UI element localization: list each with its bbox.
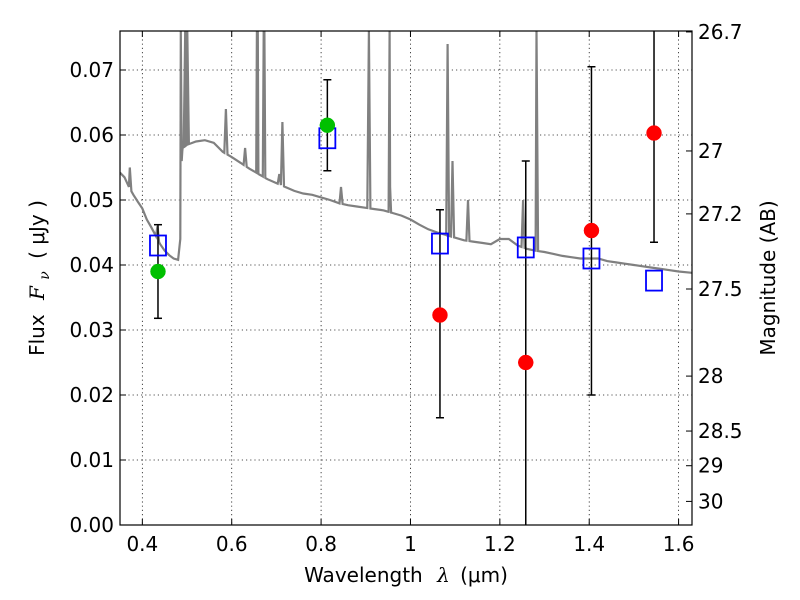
y-tick-label: 0.00 (69, 513, 114, 537)
y-tick-label: 0.02 (69, 383, 114, 407)
x-axis-label-text: Wavelength (304, 563, 423, 587)
secondary-y-axis-label: Magnitude (AB) (756, 200, 780, 355)
x-tick-label: 0.4 (126, 532, 158, 556)
data-point-square (149, 234, 167, 257)
y-tick-label: 0.03 (69, 318, 114, 342)
data-point-circle (646, 125, 662, 141)
y2-tick-label: 27 (698, 139, 723, 163)
data-point-circle (150, 263, 166, 280)
data-point-square (582, 247, 601, 270)
axis-ticks: 0.4 0.6 0.8 1 1.2 1.4 1.6 0.00 0.01 0.02 0.03 0.04 0… (69, 20, 742, 556)
y2-tick-label: 30 (698, 489, 723, 513)
y-axis-label-subscript: ν (37, 271, 53, 280)
data-point-circle (518, 354, 534, 371)
y2-tick-label: 28.5 (698, 419, 743, 443)
y2-tick-label: 29 (698, 454, 723, 478)
y-tick-label: 0.05 (69, 188, 114, 212)
data-point-circle (583, 222, 600, 239)
y-tick-label: 0.04 (69, 253, 114, 277)
x-axis-label: Wavelength λ (μm) (304, 563, 508, 587)
data-markers (149, 117, 663, 371)
grid (120, 31, 692, 526)
x-tick-label: 1.6 (663, 532, 695, 556)
error-bars (153, 31, 659, 525)
y-axis-label-unit: ( μJy ) (25, 200, 49, 259)
y2-tick-label: 26.7 (698, 20, 743, 44)
y2-tick-label: 28 (698, 364, 723, 388)
y2-tick-label: 27.5 (698, 277, 743, 301)
y-tick-label: 0.01 (69, 448, 114, 472)
x-axis-label-symbol: λ (436, 563, 450, 587)
y2-tick-label: 27.2 (698, 202, 743, 226)
spectrum-line (120, 31, 692, 274)
y-axis-label-symbol: F (25, 285, 49, 301)
data-point-circle (319, 117, 336, 133)
data-point-square (431, 232, 449, 255)
y-tick-label: 0.07 (69, 58, 114, 82)
data-point-circle (432, 307, 448, 323)
data-point-square (516, 236, 535, 259)
x-tick-label: 0.6 (216, 532, 248, 556)
y-axis-label: Flux F ν ( μJy ) (25, 200, 54, 356)
y-tick-label: 0.06 (69, 123, 114, 147)
x-tick-label: 0.8 (305, 532, 337, 556)
data-point-square (645, 269, 663, 292)
x-tick-label: 1 (404, 532, 417, 556)
model-spectrum (120, 31, 692, 274)
x-tick-label: 1.2 (484, 532, 516, 556)
plot-frame (119, 30, 693, 526)
x-axis-label-unit: (μm) (460, 563, 508, 587)
y-axis-label-text: Flux (25, 314, 49, 356)
x-tick-label: 1.4 (573, 532, 605, 556)
